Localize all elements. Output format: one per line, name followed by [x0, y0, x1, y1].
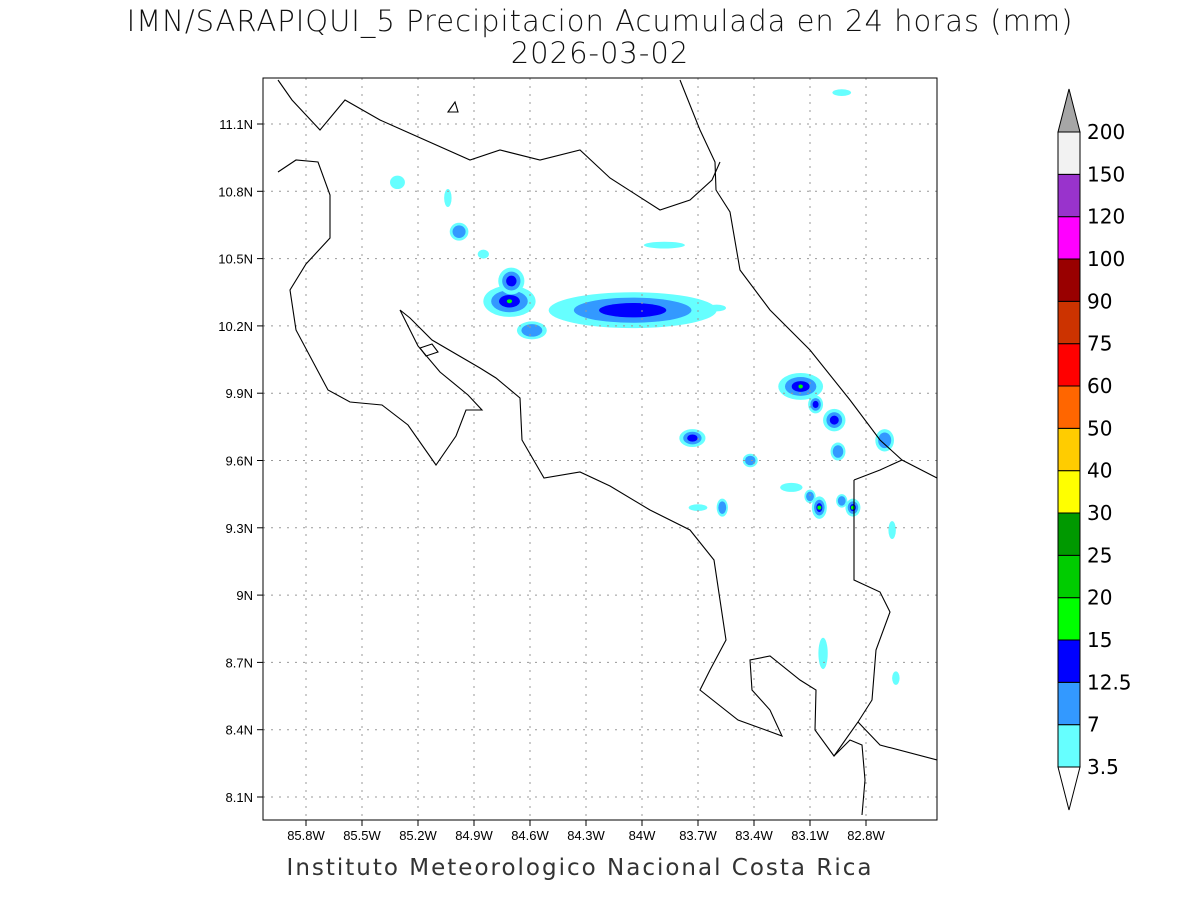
precip-cell-level-2: [812, 400, 819, 409]
precip-cell-level-2: [687, 434, 698, 442]
precip-cell-level-3: [817, 505, 822, 510]
colorbar-label: 40: [1087, 459, 1112, 483]
lat-tick-label: 11.1N: [219, 117, 253, 132]
colorbar-label: 200: [1087, 120, 1125, 144]
colorbar-under-arrow: [1057, 766, 1081, 811]
colorbar-label: 60: [1087, 374, 1112, 398]
precip-cell-level-0: [707, 304, 727, 312]
graticule: [263, 78, 937, 820]
lon-tick-label: 85.8W: [287, 828, 325, 843]
lake-islet: [446, 100, 459, 113]
precip-cell-level-1: [452, 225, 466, 238]
precip-cell-level-0: [818, 637, 828, 670]
precip-cell-level-0: [888, 521, 896, 540]
burica-peninsula: [833, 721, 937, 816]
lat-tick-label: 10.8N: [218, 184, 253, 199]
pacific-coastline: [277, 159, 891, 757]
lat-tick-label: 9.3N: [226, 521, 253, 536]
colorbar-swatch: [1057, 512, 1081, 556]
lat-tick-label: 8.1N: [226, 790, 253, 805]
lat-tick-label: 9N: [236, 588, 253, 603]
colorbar-label: 30: [1087, 501, 1112, 525]
precip-cell-level-1: [745, 455, 756, 466]
precipitation-cells: [389, 89, 900, 685]
precip-cell-level-0: [389, 175, 405, 190]
lon-tick-label: 82.8W: [847, 828, 885, 843]
colorbar-swatch: [1057, 427, 1081, 472]
nicaragua-coast: [679, 79, 937, 479]
precip-cell-level-1: [837, 496, 846, 506]
lon-tick-label: 83.1W: [791, 828, 829, 843]
lon-tick-label: 84.9W: [455, 828, 493, 843]
lon-tick-label: 84.3W: [567, 828, 605, 843]
colorbar-label: 75: [1087, 332, 1112, 356]
lon-tick-label: 83.4W: [735, 828, 773, 843]
colorbar-swatch: [1057, 131, 1081, 175]
colorbar-label: 15: [1087, 628, 1112, 652]
precip-cell-level-2: [829, 415, 839, 425]
precip-cell-level-0: [892, 671, 900, 685]
lon-tick-label: 83.7W: [679, 828, 717, 843]
colorbar-label: 20: [1087, 586, 1112, 610]
colorbar-swatch: [1057, 343, 1081, 387]
precip-cell-level-3: [798, 384, 803, 389]
colorbar-label: 12.5: [1087, 670, 1132, 694]
colorbar-swatch: [1057, 216, 1081, 260]
colorbar-over-arrow: [1057, 88, 1081, 133]
precip-cell-level-1: [806, 491, 814, 502]
colorbar-label: 120: [1087, 205, 1125, 229]
precip-cell-level-2: [506, 275, 517, 287]
nicoya-island: [419, 343, 439, 357]
map-frame: [262, 77, 938, 821]
precip-cell-level-2: [599, 303, 667, 318]
map-title: IMN/SARAPIQUI_5 Precipitacion Acumulada …: [126, 4, 1074, 38]
precip-cell-level-3: [506, 299, 513, 304]
colorbar-swatch: [1057, 258, 1081, 302]
colorbar-swatch: [1057, 639, 1081, 683]
lon-tick-label: 84W: [629, 828, 656, 843]
colorbar-label: 50: [1087, 416, 1112, 440]
precip-cell-level-0: [688, 504, 708, 511]
colorbar-label: 90: [1087, 289, 1112, 313]
colorbar-label: 150: [1087, 162, 1125, 186]
precip-cell-level-0: [832, 89, 852, 96]
precip-cell-level-1: [832, 445, 844, 458]
colorbar-swatch: [1057, 300, 1081, 345]
lat-tick-label: 8.4N: [226, 723, 253, 738]
colorbar-swatch: [1057, 385, 1081, 429]
panama-border: [853, 459, 903, 481]
footer-credit: Instituto Meteorologico Nacional Costa R…: [286, 855, 874, 881]
precip-cell-level-1: [521, 324, 543, 337]
precip-cell-level-1: [718, 501, 727, 514]
colorbar-label: 25: [1087, 543, 1112, 567]
lon-tick-label: 85.2W: [399, 828, 437, 843]
lat-tick-label: 9.9N: [226, 386, 253, 401]
colorbar-swatch: [1057, 554, 1081, 599]
colorbar-label: 7: [1087, 713, 1100, 737]
nicaragua-border: [277, 79, 721, 211]
colorbar-swatch: [1057, 597, 1081, 641]
colorbar-swatch: [1057, 681, 1081, 726]
lat-tick-label: 10.2N: [218, 319, 253, 334]
colorbar-swatch: [1057, 173, 1081, 218]
colorbar-label: 100: [1087, 247, 1125, 271]
precip-cell-level-0: [477, 249, 489, 259]
precip-cell-level-1: [878, 432, 892, 449]
precip-cell-level-0: [643, 241, 685, 249]
colorbar-swatch: [1057, 470, 1081, 514]
precip-cell-level-0: [444, 189, 452, 208]
precip-cell-level-0: [780, 482, 803, 492]
lon-tick-label: 85.5W: [343, 828, 381, 843]
lon-tick-label: 84.6W: [511, 828, 549, 843]
colorbar-legend: 3.5 7 12.5 15 20 25 30 40 50 60 75 90 100 120 150 200: [1057, 88, 1132, 811]
lat-tick-label: 9.6N: [226, 454, 253, 469]
coastlines: [277, 79, 937, 816]
colorbar-swatch: [1057, 724, 1081, 768]
lat-tick-label: 10.5N: [218, 252, 253, 267]
colorbar-label: 3.5: [1087, 755, 1119, 779]
lat-tick-label: 8.7N: [226, 655, 253, 670]
map-date: 2026-03-02: [510, 36, 690, 70]
